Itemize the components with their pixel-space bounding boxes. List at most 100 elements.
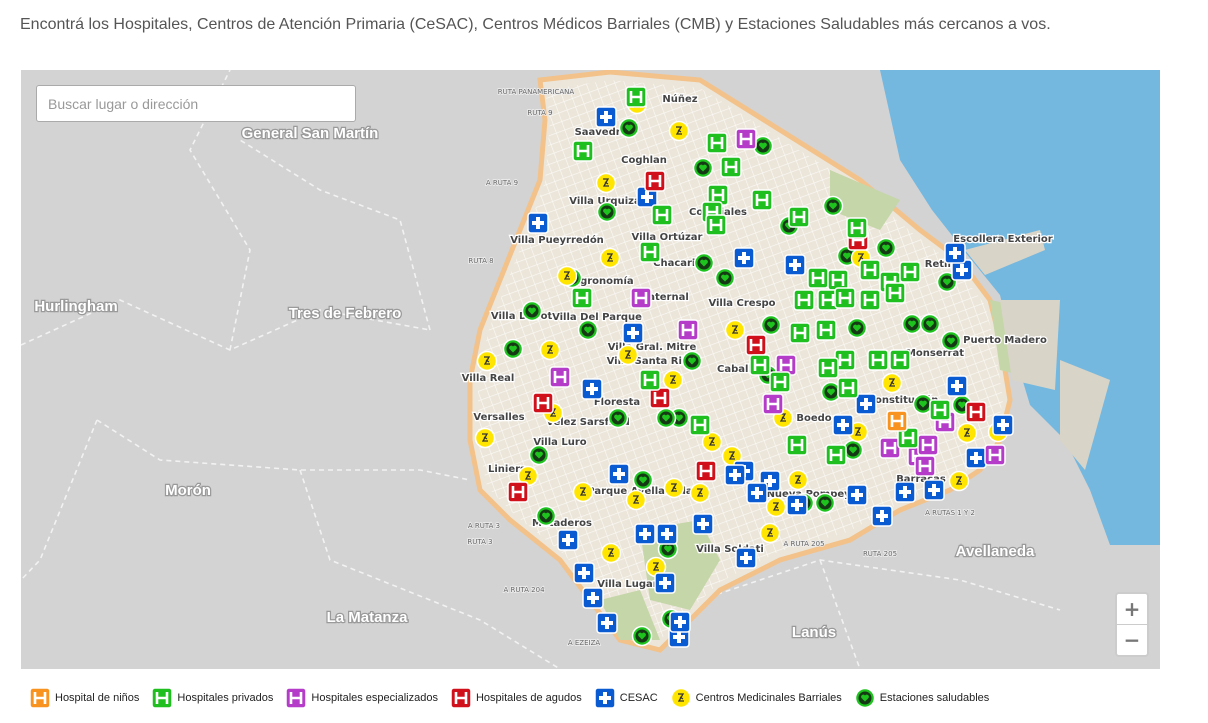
map-marker[interactable]: [705, 214, 727, 236]
map-marker[interactable]: [793, 289, 815, 311]
map-marker[interactable]: [654, 572, 676, 594]
map-marker[interactable]: [886, 410, 908, 432]
map-marker[interactable]: [695, 460, 717, 482]
map-marker[interactable]: [919, 313, 941, 335]
map-marker[interactable]: [899, 261, 921, 283]
map-marker[interactable]: [476, 350, 498, 372]
map-marker[interactable]: [681, 350, 703, 372]
map-marker[interactable]: [639, 369, 661, 391]
map-marker[interactable]: [701, 431, 723, 453]
map-marker[interactable]: [940, 330, 962, 352]
map-marker[interactable]: [879, 437, 901, 459]
map-marker[interactable]: [752, 135, 774, 157]
map-marker[interactable]: [884, 282, 906, 304]
map-marker[interactable]: [897, 427, 919, 449]
zoom-in-button[interactable]: +: [1123, 597, 1141, 621]
map-marker[interactable]: [596, 612, 618, 634]
map-marker[interactable]: [789, 322, 811, 344]
map-marker[interactable]: [556, 265, 578, 287]
map-marker[interactable]: [846, 317, 868, 339]
map-marker[interactable]: [815, 319, 837, 341]
map-marker[interactable]: [984, 444, 1006, 466]
map-marker[interactable]: [784, 254, 806, 276]
map-marker[interactable]: [532, 392, 554, 414]
map-marker[interactable]: [517, 465, 539, 487]
map-marker[interactable]: [655, 407, 677, 429]
map-marker[interactable]: [944, 242, 966, 264]
map-marker[interactable]: [549, 366, 571, 388]
map-marker[interactable]: [837, 377, 859, 399]
map-marker[interactable]: [644, 170, 666, 192]
map-marker[interactable]: [625, 489, 647, 511]
map-marker[interactable]: [535, 505, 557, 527]
map-marker[interactable]: [474, 427, 496, 449]
map-marker[interactable]: [735, 547, 757, 569]
map-marker[interactable]: [649, 387, 671, 409]
map-marker[interactable]: [689, 414, 711, 436]
map-marker[interactable]: [663, 477, 685, 499]
map-marker[interactable]: [502, 338, 524, 360]
map-marker[interactable]: [751, 189, 773, 211]
map-marker[interactable]: [846, 484, 868, 506]
map-marker[interactable]: [822, 195, 844, 217]
map-marker[interactable]: [946, 375, 968, 397]
map-marker[interactable]: [577, 319, 599, 341]
map-marker[interactable]: [965, 401, 987, 423]
map-marker[interactable]: [573, 562, 595, 584]
map-marker[interactable]: [572, 140, 594, 162]
map-marker[interactable]: [608, 463, 630, 485]
map-marker[interactable]: [625, 86, 647, 108]
map[interactable]: General San Martín Hurlingham Tres de Febr…: [21, 70, 1160, 669]
map-marker[interactable]: [894, 481, 916, 503]
map-marker[interactable]: [572, 481, 594, 503]
map-marker[interactable]: [724, 464, 746, 486]
map-marker[interactable]: [528, 444, 550, 466]
map-marker[interactable]: [817, 357, 839, 379]
map-marker[interactable]: [825, 444, 847, 466]
map-marker[interactable]: [599, 247, 621, 269]
map-marker[interactable]: [656, 523, 678, 545]
map-marker[interactable]: [842, 439, 864, 461]
map-marker[interactable]: [596, 201, 618, 223]
map-marker[interactable]: [859, 289, 881, 311]
map-marker[interactable]: [595, 172, 617, 194]
map-marker[interactable]: [765, 496, 787, 518]
map-marker[interactable]: [693, 252, 715, 274]
map-marker[interactable]: [745, 334, 767, 356]
map-marker[interactable]: [917, 434, 939, 456]
map-marker[interactable]: [622, 322, 644, 344]
map-marker[interactable]: [769, 371, 791, 393]
map-marker[interactable]: [677, 319, 699, 341]
map-marker[interactable]: [706, 132, 728, 154]
map-marker[interactable]: [762, 393, 784, 415]
map-marker[interactable]: [714, 267, 736, 289]
map-marker[interactable]: [581, 378, 603, 400]
map-marker[interactable]: [859, 259, 881, 281]
map-marker[interactable]: [914, 455, 936, 477]
map-marker[interactable]: [948, 470, 970, 492]
map-marker[interactable]: [668, 120, 690, 142]
map-marker[interactable]: [832, 414, 854, 436]
map-marker[interactable]: [807, 267, 829, 289]
map-marker[interactable]: [760, 314, 782, 336]
map-marker[interactable]: [788, 206, 810, 228]
map-marker[interactable]: [871, 505, 893, 527]
map-marker[interactable]: [651, 204, 673, 226]
map-marker[interactable]: [662, 369, 684, 391]
map-marker[interactable]: [855, 393, 877, 415]
map-marker[interactable]: [749, 354, 771, 376]
map-marker[interactable]: [720, 156, 742, 178]
map-marker[interactable]: [820, 381, 842, 403]
map-marker[interactable]: [582, 587, 604, 609]
map-marker[interactable]: [956, 422, 978, 444]
map-marker[interactable]: [595, 106, 617, 128]
map-marker[interactable]: [631, 625, 653, 647]
map-marker[interactable]: [639, 241, 661, 263]
map-marker[interactable]: [912, 393, 934, 415]
map-marker[interactable]: [607, 407, 629, 429]
map-marker[interactable]: [889, 349, 911, 371]
map-marker[interactable]: [539, 339, 561, 361]
map-marker[interactable]: [875, 237, 897, 259]
map-marker[interactable]: [901, 313, 923, 335]
map-marker[interactable]: [827, 269, 849, 291]
